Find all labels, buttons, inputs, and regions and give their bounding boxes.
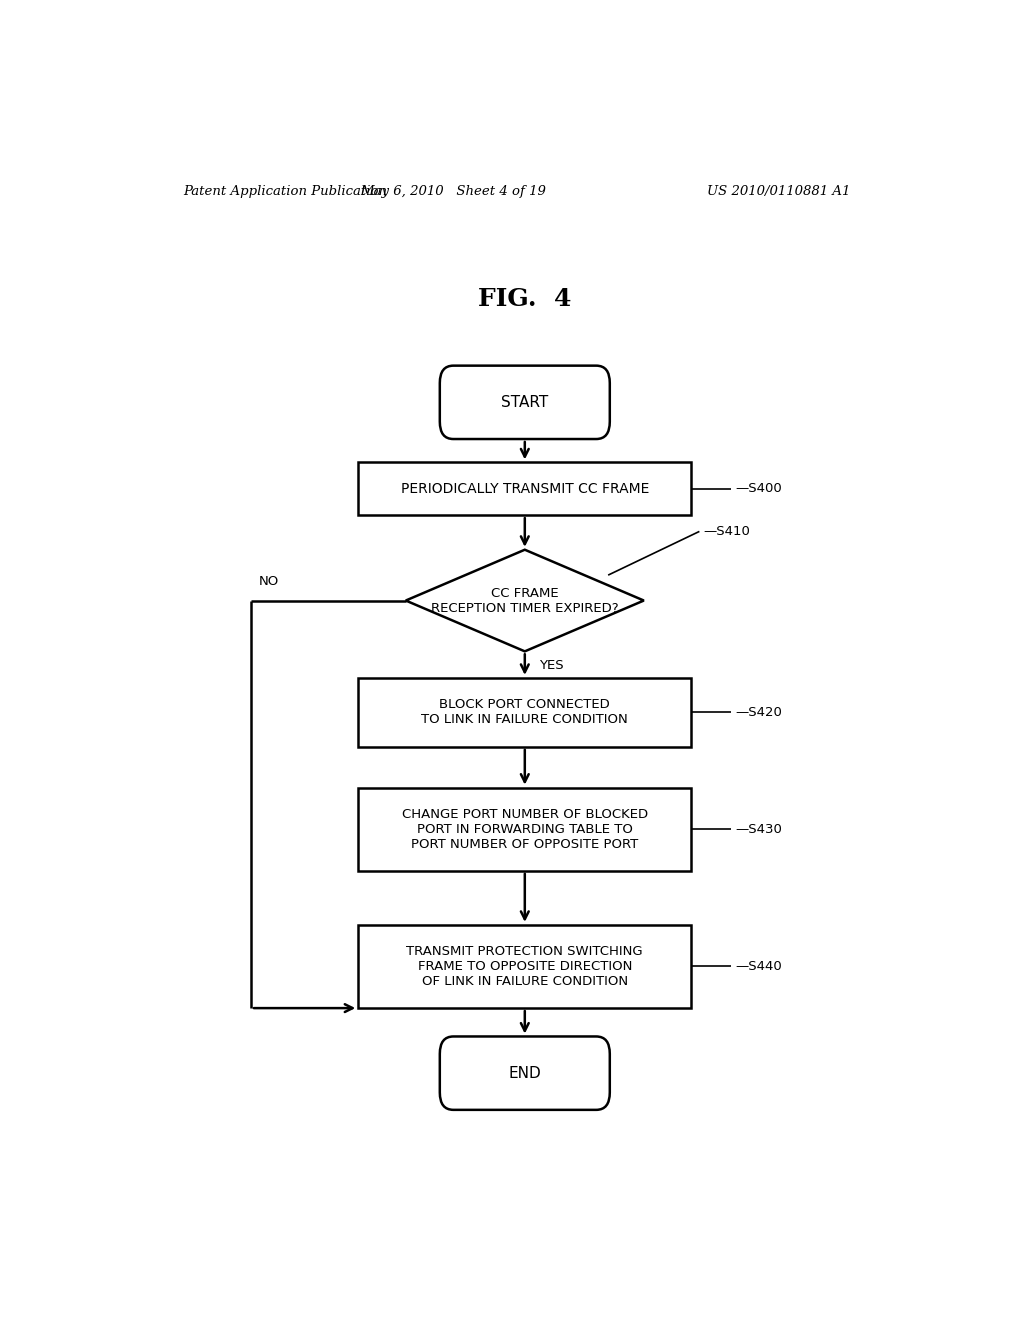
Bar	[358, 788, 691, 871]
Text: US 2010/0110881 A1: US 2010/0110881 A1	[707, 185, 851, 198]
Text: END: END	[509, 1065, 541, 1081]
Text: TRANSMIT PROTECTION SWITCHING
FRAME TO OPPOSITE DIRECTION
OF LINK IN FAILURE CON: TRANSMIT PROTECTION SWITCHING FRAME TO O…	[407, 945, 643, 987]
Bar	[358, 925, 691, 1008]
Text: FIG.  4: FIG. 4	[478, 286, 571, 310]
Text: Patent Application Publication: Patent Application Publication	[183, 185, 387, 198]
Text: CHANGE PORT NUMBER OF BLOCKED
PORT IN FORWARDING TABLE TO
PORT NUMBER OF OPPOSIT: CHANGE PORT NUMBER OF BLOCKED PORT IN FO…	[401, 808, 648, 850]
Bar	[358, 677, 691, 747]
Text: BLOCK PORT CONNECTED
TO LINK IN FAILURE CONDITION: BLOCK PORT CONNECTED TO LINK IN FAILURE …	[422, 698, 628, 726]
FancyBboxPatch shape	[439, 1036, 610, 1110]
Text: CC FRAME
RECEPTION TIMER EXPIRED?: CC FRAME RECEPTION TIMER EXPIRED?	[431, 586, 618, 615]
Polygon shape	[406, 549, 644, 651]
Text: May 6, 2010   Sheet 4 of 19: May 6, 2010 Sheet 4 of 19	[360, 185, 547, 198]
Bar	[358, 462, 691, 515]
Text: —S420: —S420	[735, 706, 782, 719]
FancyBboxPatch shape	[439, 366, 610, 440]
Text: —S430: —S430	[735, 822, 782, 836]
Text: YES: YES	[539, 660, 563, 672]
Text: START: START	[501, 395, 549, 409]
Text: —S440: —S440	[735, 960, 782, 973]
Text: PERIODICALLY TRANSMIT CC FRAME: PERIODICALLY TRANSMIT CC FRAME	[400, 482, 649, 496]
Text: —S400: —S400	[735, 482, 782, 495]
Text: NO: NO	[259, 576, 280, 589]
Text: —S410: —S410	[703, 525, 751, 539]
